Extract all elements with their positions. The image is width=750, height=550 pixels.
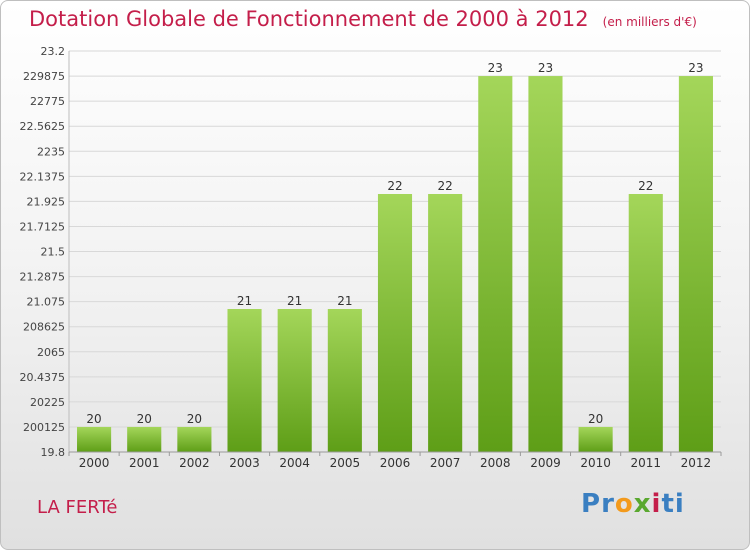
chart-title-block: Dotation Globale de Fonctionnement de 20… bbox=[29, 7, 697, 31]
bar-value-label: 20 bbox=[588, 412, 603, 426]
logo-letter: i bbox=[651, 489, 662, 519]
bar-2005 bbox=[327, 308, 362, 452]
bar-value-label: 21 bbox=[337, 294, 352, 308]
axes: 19.8 200125 20225 20.4375 2065 208625 21.075 21… bbox=[20, 45, 722, 470]
y-tick-label: 22.5625 bbox=[20, 120, 66, 133]
logo-letter: r bbox=[601, 489, 615, 519]
x-tick-label: 2010 bbox=[580, 456, 611, 470]
x-tick-label: 2001 bbox=[129, 456, 160, 470]
y-tick-label: 21.5 bbox=[41, 246, 66, 259]
chart-unit-label: (en milliers d'€) bbox=[602, 15, 697, 29]
y-tick-label: 2235 bbox=[37, 145, 65, 158]
x-tick-label: 2011 bbox=[630, 456, 661, 470]
x-tick-label: 2009 bbox=[530, 456, 561, 470]
bar-2012 bbox=[678, 76, 713, 452]
y-tick-label: 22.1375 bbox=[20, 170, 66, 183]
bar-2008 bbox=[478, 76, 513, 452]
bar-value-label: 20 bbox=[187, 412, 202, 426]
y-tick-label: 208625 bbox=[23, 321, 65, 334]
bar-2003 bbox=[227, 308, 262, 452]
y-tick-label: 21.925 bbox=[27, 195, 66, 208]
bar-2000 bbox=[77, 426, 112, 452]
x-tick-label: 2002 bbox=[179, 456, 210, 470]
bars: 20 20 20 21 21 21 22 22 23 23 20 22 23 bbox=[77, 61, 713, 453]
bar-2010 bbox=[578, 426, 613, 452]
y-tick-label: 229875 bbox=[23, 70, 65, 83]
bar-value-label: 23 bbox=[688, 61, 703, 75]
x-tick-label: 2007 bbox=[430, 456, 461, 470]
x-tick-label: 2005 bbox=[330, 456, 361, 470]
logo-letter: i bbox=[674, 489, 685, 519]
y-tick-label: 21.2875 bbox=[20, 271, 66, 284]
bar-2001 bbox=[127, 426, 162, 452]
x-tick-label: 2000 bbox=[79, 456, 110, 470]
bar-value-label: 23 bbox=[488, 61, 503, 75]
x-tick-label: 2003 bbox=[229, 456, 260, 470]
bar-2002 bbox=[177, 426, 212, 452]
bar-value-label: 20 bbox=[86, 412, 101, 426]
bar-value-label: 21 bbox=[287, 294, 302, 308]
y-tick-label: 19.8 bbox=[41, 446, 66, 459]
y-tick-label: 20225 bbox=[30, 396, 65, 409]
y-tick-label: 23.2 bbox=[41, 45, 66, 58]
chart-title: Dotation Globale de Fonctionnement de 20… bbox=[29, 7, 589, 31]
bar-2006 bbox=[377, 194, 413, 453]
x-tick-label: 2004 bbox=[279, 456, 310, 470]
bar-value-label: 23 bbox=[538, 61, 553, 75]
x-tick-label: 2008 bbox=[480, 456, 511, 470]
bar-2011 bbox=[628, 194, 663, 453]
bar-2004 bbox=[277, 308, 312, 452]
bar-2009 bbox=[528, 76, 563, 452]
y-tick-label: 21.7125 bbox=[20, 220, 66, 233]
bar-value-label: 22 bbox=[387, 179, 402, 193]
x-tick-label: 2006 bbox=[380, 456, 411, 470]
commune-name: LA FERTé bbox=[37, 497, 118, 518]
y-tick-label: 200125 bbox=[23, 421, 65, 434]
x-tick-label: 2012 bbox=[681, 456, 712, 470]
logo-letter: t bbox=[661, 489, 675, 519]
y-tick-label: 2065 bbox=[37, 346, 65, 359]
bar-value-label: 22 bbox=[438, 179, 453, 193]
logo-letter: o bbox=[614, 489, 634, 519]
logo-letter: P bbox=[581, 489, 602, 519]
bar-value-label: 22 bbox=[638, 179, 653, 193]
y-tick-label: 21.075 bbox=[27, 296, 66, 309]
y-tick-label: 20.4375 bbox=[20, 371, 66, 384]
bar-2007 bbox=[428, 194, 463, 453]
bar-value-label: 20 bbox=[137, 412, 152, 426]
logo-letter: x bbox=[633, 489, 652, 519]
proxiti-logo: Proxiti bbox=[581, 489, 685, 519]
bar-value-label: 21 bbox=[237, 294, 252, 308]
y-tick-label: 22775 bbox=[30, 95, 65, 108]
